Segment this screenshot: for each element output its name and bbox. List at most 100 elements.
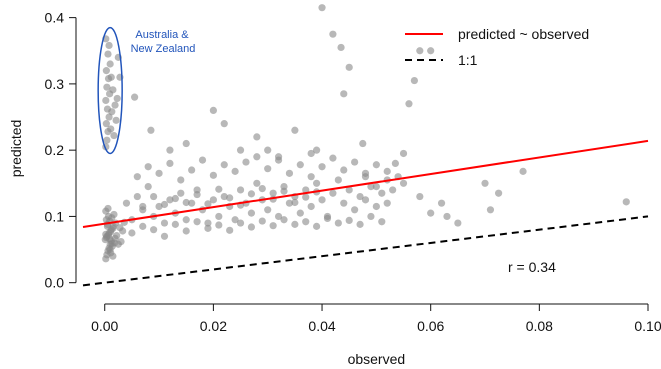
data-point (337, 43, 345, 52)
data-point (285, 199, 294, 207)
data-point (139, 202, 147, 211)
y-tick-label: 0.1 (45, 208, 65, 224)
data-point (307, 173, 315, 181)
data-point (313, 146, 321, 154)
data-point (209, 171, 217, 179)
australia-nz-ellipse (97, 26, 123, 155)
data-point (264, 165, 272, 173)
data-point (155, 202, 163, 211)
data-point (437, 199, 446, 207)
data-point (209, 106, 217, 114)
data-point (291, 126, 299, 134)
data-point (204, 224, 212, 232)
data-point (166, 146, 174, 154)
data-point (147, 126, 155, 134)
data-point (242, 158, 250, 166)
data-point (133, 192, 141, 201)
data-point (247, 223, 256, 231)
data-point (264, 146, 272, 154)
x-tick-label: 0.10 (634, 318, 661, 334)
data-point (171, 194, 179, 203)
data-point (103, 83, 111, 91)
data-point (122, 199, 131, 207)
x-axis-title: observed (348, 351, 406, 367)
data-point (215, 212, 223, 221)
data-point (329, 189, 337, 197)
data-point (193, 218, 201, 226)
data-point (416, 192, 424, 201)
data-point (182, 227, 190, 235)
region-annotation: Australia & New Zealand (97, 26, 195, 155)
data-point (389, 186, 397, 194)
data-point (220, 120, 228, 128)
data-point (361, 196, 370, 204)
data-point (231, 167, 239, 175)
data-point (160, 200, 169, 209)
data-point (361, 173, 370, 181)
data-point (285, 169, 294, 177)
legend: predicted ~ observed 1:1 (405, 26, 589, 68)
data-point (372, 183, 380, 191)
data-point (113, 94, 121, 103)
x-tick-label: 0.08 (526, 318, 553, 334)
y-axis-title: predicted (8, 120, 24, 178)
data-point (356, 220, 364, 228)
data-point (443, 212, 451, 221)
data-point (226, 226, 234, 234)
x-tick-label: 0.06 (417, 318, 444, 334)
legend-label-one-to-one: 1:1 (458, 52, 478, 68)
data-point (113, 232, 121, 240)
data-point (133, 173, 141, 181)
data-point (220, 161, 228, 169)
data-point (253, 133, 261, 141)
data-point (318, 196, 326, 204)
data-point (110, 131, 118, 140)
data-point (345, 63, 353, 71)
data-point (155, 169, 163, 177)
data-point (236, 186, 245, 194)
data-point (367, 212, 375, 221)
y-tick-label: 0.2 (45, 142, 65, 158)
data-point (383, 199, 391, 207)
data-point (182, 198, 190, 207)
data-point (139, 222, 147, 230)
data-point (269, 189, 277, 197)
data-point (399, 149, 408, 158)
data-point (302, 193, 310, 201)
data-point (291, 198, 299, 207)
data-point (247, 190, 256, 198)
data-point (102, 96, 110, 105)
data-point (128, 229, 136, 237)
data-point (236, 146, 245, 154)
data-point (144, 163, 152, 171)
data-point (313, 179, 321, 187)
data-point (372, 161, 380, 169)
data-point (280, 187, 288, 195)
data-point (160, 232, 169, 240)
data-point (105, 113, 113, 121)
data-point (166, 159, 174, 168)
data-point (486, 206, 495, 214)
data-point (188, 166, 196, 174)
data-point (107, 73, 115, 81)
data-point (334, 176, 342, 184)
data-point (188, 199, 196, 207)
data-point (102, 120, 110, 128)
data-point (340, 90, 348, 98)
data-point (193, 190, 201, 199)
annotation-label-line-1: Australia & (135, 29, 189, 41)
data-point (103, 136, 111, 144)
data-point (351, 206, 359, 214)
data-point (454, 219, 462, 227)
data-point (416, 47, 424, 55)
data-point (378, 189, 386, 197)
data-point (119, 227, 127, 235)
data-point (399, 179, 408, 187)
data-point (231, 216, 239, 224)
x-tick-label: 0.04 (308, 318, 335, 334)
data-point (307, 202, 315, 211)
data-point (150, 192, 158, 201)
data-point (108, 239, 116, 248)
